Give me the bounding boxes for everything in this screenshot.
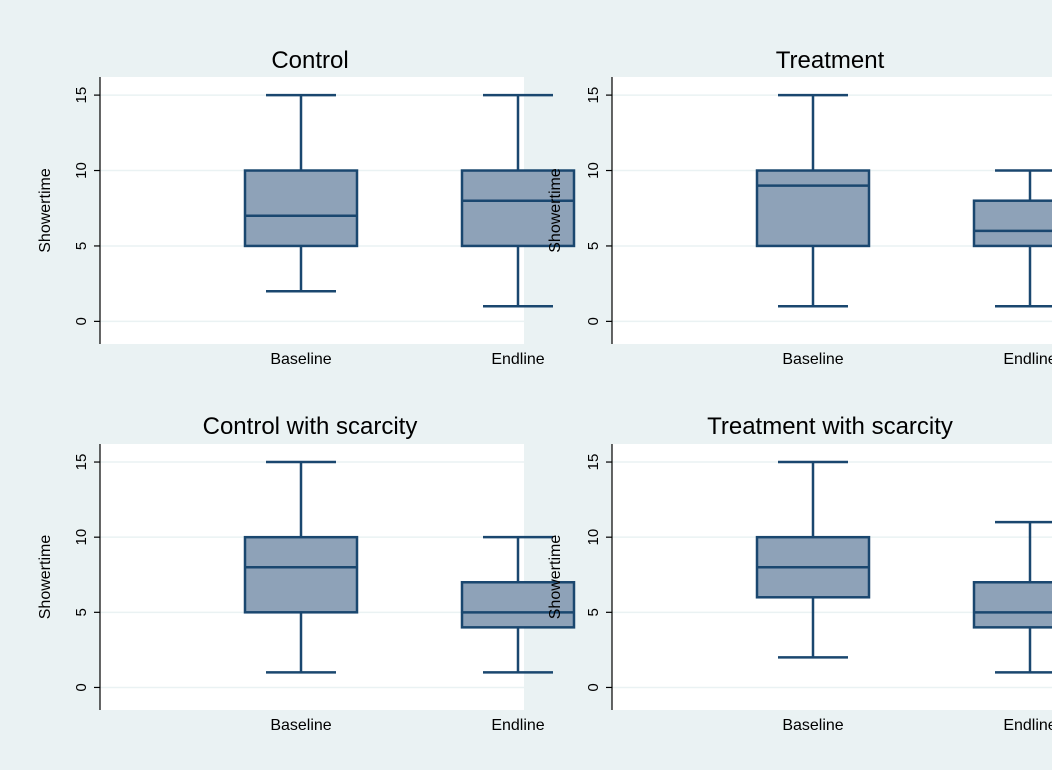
box-endline: Endline <box>460 93 576 368</box>
y-tick-label: 5 <box>585 608 602 616</box>
panel-0: 0 5 10 15 Showertime Control Baseline Endline <box>37 47 576 368</box>
x-category-label: Endline <box>491 351 544 368</box>
box-baseline: Baseline <box>243 93 359 368</box>
y-tick-label: 15 <box>73 87 90 104</box>
iqr-box <box>460 581 576 629</box>
y-tick-label: 0 <box>73 683 90 691</box>
panel-title: Treatment <box>776 47 885 74</box>
y-tick-label: 5 <box>73 608 90 616</box>
iqr-box <box>755 169 871 248</box>
x-category-label: Endline <box>1003 717 1052 734</box>
iqr-box <box>243 535 359 614</box>
box-endline: Endline <box>460 535 576 734</box>
x-category-label: Endline <box>491 717 544 734</box>
x-category-label: Baseline <box>270 351 331 368</box>
y-axis-label: Showertime <box>37 168 54 253</box>
y-tick-label: 10 <box>585 162 602 179</box>
y-tick-label: 0 <box>585 683 602 691</box>
box-endline: Endline <box>972 520 1052 734</box>
y-tick-label: 5 <box>73 242 90 250</box>
panel-2: 0 5 10 15 Showertime Control with scarcity Bas… <box>37 413 576 734</box>
iqr-box <box>460 169 576 248</box>
iqr-box <box>972 199 1052 248</box>
iqr-box <box>972 581 1052 629</box>
y-axis-label: Showertime <box>547 168 564 253</box>
y-tick-label: 15 <box>585 87 602 104</box>
iqr-box <box>243 169 359 248</box>
x-category-label: Baseline <box>782 717 843 734</box>
y-tick-label: 15 <box>585 454 602 471</box>
y-tick-label: 0 <box>73 317 90 325</box>
box-baseline: Baseline <box>755 460 871 734</box>
y-tick-label: 10 <box>73 162 90 179</box>
panel-title: Treatment with scarcity <box>707 413 953 440</box>
panel-title: Control with scarcity <box>203 413 418 440</box>
panel-title: Control <box>271 47 348 74</box>
y-axis-label: Showertime <box>547 535 564 620</box>
x-category-label: Baseline <box>782 351 843 368</box>
box-baseline: Baseline <box>243 460 359 734</box>
y-axis-label: Showertime <box>37 535 54 620</box>
y-tick-label: 5 <box>585 242 602 250</box>
panel-3: 0 5 10 15 Showertime Treatment with scarcity B… <box>547 413 1052 734</box>
x-category-label: Endline <box>1003 351 1052 368</box>
y-tick-label: 0 <box>585 317 602 325</box>
y-tick-label: 15 <box>73 454 90 471</box>
panel-1: 0 5 10 15 Showertime Treatment Baseline Endline <box>547 47 1052 368</box>
box-endline: Endline <box>972 169 1052 368</box>
y-tick-label: 10 <box>73 529 90 546</box>
box-baseline: Baseline <box>755 93 871 368</box>
x-category-label: Baseline <box>270 717 331 734</box>
y-tick-label: 10 <box>585 529 602 546</box>
